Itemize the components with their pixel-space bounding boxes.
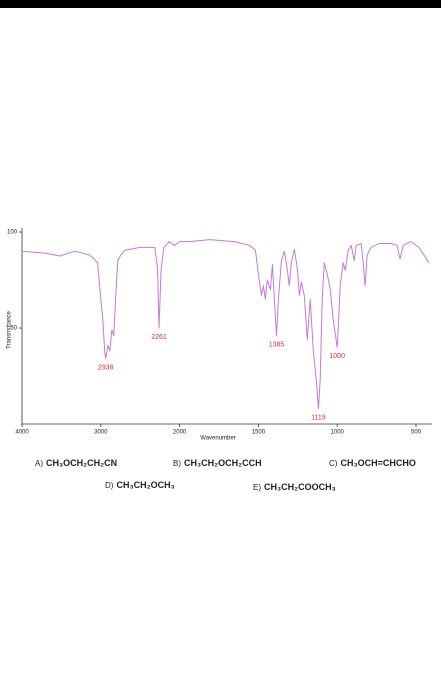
choice-formula: CH₃OCH=CHCHO [340, 458, 415, 468]
answer-choice: E) CH₃CH₂COOCH₃ [253, 482, 336, 492]
y-tick-label: 100 [7, 230, 18, 236]
x-tick-label: 3000 [94, 430, 108, 436]
y-axis-label: Transmittance [7, 310, 13, 348]
peak-label: 1119 [311, 414, 326, 421]
choice-formula: CH₃OCH₂CH₂CN [46, 458, 117, 468]
choice-formula: CH₃CH₂OCH₂CCH [184, 458, 262, 468]
peak-label: 1385 [269, 342, 285, 349]
answer-choice: D) CH₃CH₂OCH₃ [105, 480, 175, 490]
peak-label: 1000 [329, 353, 345, 360]
x-tick-label: 1500 [252, 430, 266, 436]
x-tick-label: 4000 [15, 430, 29, 436]
choice-formula: CH₃CH₂OCH₃ [116, 480, 174, 490]
choice-letter: B) [173, 459, 181, 468]
x-tick-label: 500 [411, 430, 422, 436]
choice-letter: D) [105, 481, 114, 490]
spectrum-line [21, 239, 430, 410]
x-tick-label: 1000 [331, 430, 345, 436]
choice-letter: A) [35, 459, 43, 468]
y-tick-label: 50 [10, 326, 17, 332]
peak-label: 2938 [98, 365, 114, 372]
choice-letter: E) [253, 483, 261, 492]
peak-label: 2261 [151, 334, 167, 341]
answer-choice: B) CH₃CH₂OCH₂CCH [173, 458, 262, 468]
top-bar [0, 0, 441, 8]
answer-choice: A) CH₃OCH₂CH₂CN [35, 458, 117, 468]
choice-formula: CH₃CH₂COOCH₃ [264, 482, 336, 492]
x-axis-label: Wavenumber [200, 436, 235, 442]
choice-letter: C) [329, 459, 338, 468]
answer-choice: C) CH₃OCH=CHCHO [329, 458, 416, 468]
x-tick-label: 2000 [173, 430, 187, 436]
